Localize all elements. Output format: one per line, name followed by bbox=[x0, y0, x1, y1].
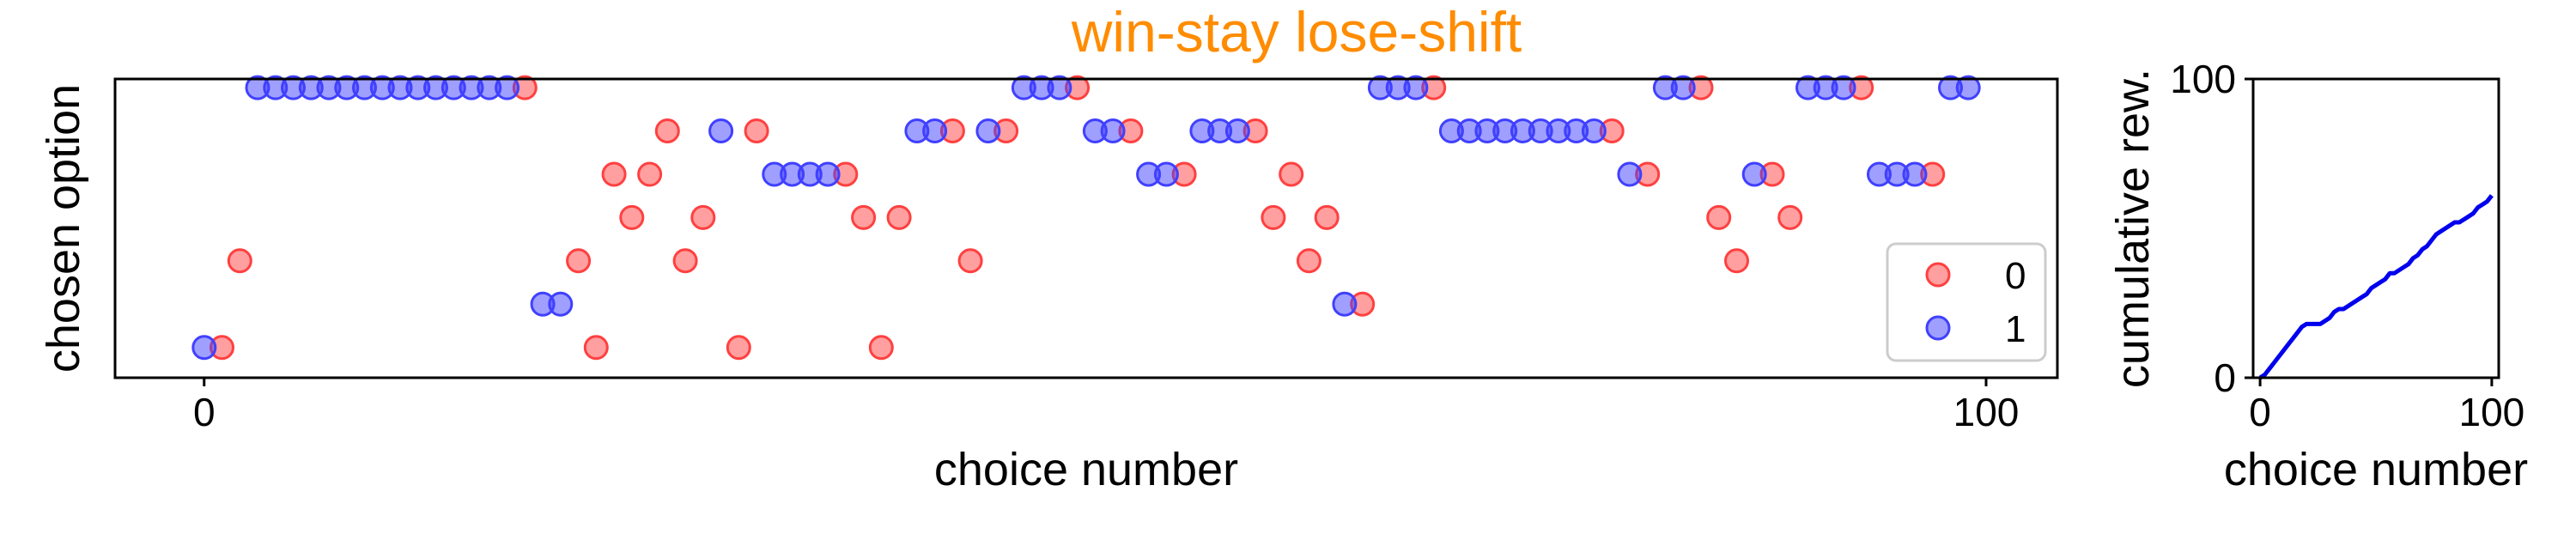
scatter-point-series-1 bbox=[1332, 291, 1358, 317]
scatter-point-series-1 bbox=[1741, 161, 1767, 187]
scatter-x-ticks: 0 100 bbox=[193, 378, 2019, 434]
scatter-panel: 0 100 choice number chosen option 0 1 bbox=[38, 75, 2059, 495]
scatter-point-series-1 bbox=[1403, 75, 1429, 100]
cumulative-y-axis-label: cumulative rew. bbox=[2107, 69, 2159, 388]
legend-marker-0 bbox=[1925, 262, 1951, 288]
scatter-marks bbox=[191, 75, 1981, 361]
scatter-point-series-0 bbox=[1279, 161, 1304, 187]
scatter-point-series-1 bbox=[1617, 161, 1643, 187]
scatter-point-series-0 bbox=[1777, 204, 1803, 230]
scatter-point-series-1 bbox=[815, 161, 841, 187]
legend-label-0: 0 bbox=[2005, 255, 2026, 297]
scatter-point-series-1 bbox=[1153, 161, 1179, 187]
scatter-point-series-0 bbox=[1706, 204, 1732, 230]
cumulative-x-tick-label: 100 bbox=[2459, 390, 2525, 434]
scatter-point-series-1 bbox=[1831, 75, 1856, 100]
scatter-x-axis-label: choice number bbox=[934, 444, 1238, 495]
cumulative-y-ticks: 0 100 bbox=[2170, 57, 2253, 400]
cumulative-y-tick-label: 100 bbox=[2170, 57, 2236, 101]
cumulative-x-tick-label: 0 bbox=[2249, 390, 2271, 434]
scatter-plot-frame bbox=[113, 77, 2059, 379]
legend-marker-1 bbox=[1925, 315, 1951, 341]
scatter-point-series-0 bbox=[672, 248, 698, 274]
scatter-point-series-0 bbox=[619, 204, 645, 230]
scatter-point-series-0 bbox=[1296, 248, 1321, 274]
scatter-point-series-0 bbox=[957, 248, 983, 274]
scatter-point-series-0 bbox=[601, 161, 627, 187]
scatter-y-axis-label: chosen option bbox=[38, 84, 89, 373]
scatter-point-series-1 bbox=[1100, 118, 1126, 143]
scatter-point-series-0 bbox=[690, 204, 716, 230]
scatter-point-series-0 bbox=[1314, 204, 1340, 230]
figure-title: win-stay lose-shift bbox=[1071, 0, 1522, 64]
cumulative-reward-line bbox=[2258, 194, 2494, 380]
scatter-point-series-1 bbox=[708, 118, 734, 143]
scatter-point-series-1 bbox=[1224, 118, 1250, 143]
scatter-point-series-0 bbox=[726, 335, 751, 361]
scatter-point-series-0 bbox=[1261, 204, 1286, 230]
scatter-point-series-0 bbox=[566, 248, 592, 274]
scatter-x-tick-label: 0 bbox=[193, 390, 216, 434]
scatter-point-series-1 bbox=[548, 291, 574, 317]
scatter-point-series-1 bbox=[1047, 75, 1072, 100]
cumulative-panel: 0 100 0 100 choice number cumulative rew. bbox=[2107, 57, 2528, 495]
scatter-point-series-0 bbox=[583, 335, 609, 361]
scatter-point-series-1 bbox=[1902, 161, 1928, 187]
cumulative-x-ticks: 0 100 bbox=[2249, 378, 2524, 434]
cumulative-y-tick-label: 0 bbox=[2214, 355, 2236, 400]
scatter-point-series-0 bbox=[1724, 248, 1749, 274]
legend-label-1: 1 bbox=[2005, 308, 2026, 350]
scatter-point-series-1 bbox=[1955, 75, 1981, 100]
scatter-point-series-0 bbox=[744, 118, 769, 143]
cumulative-marks bbox=[2258, 194, 2494, 380]
cumulative-x-axis-label: choice number bbox=[2224, 444, 2528, 495]
scatter-point-series-0 bbox=[227, 248, 252, 274]
scatter-x-tick-label: 100 bbox=[1953, 390, 2020, 434]
scatter-point-series-1 bbox=[975, 118, 1001, 143]
scatter-point-series-1 bbox=[1670, 75, 1696, 100]
scatter-point-series-1 bbox=[191, 335, 217, 361]
scatter-point-series-0 bbox=[886, 204, 912, 230]
scatter-point-series-1 bbox=[495, 75, 520, 100]
scatter-point-series-0 bbox=[868, 335, 894, 361]
cumulative-plot-frame bbox=[2251, 77, 2500, 379]
scatter-point-series-1 bbox=[1581, 118, 1607, 143]
scatter-point-series-0 bbox=[637, 161, 663, 187]
legend: 0 1 bbox=[1886, 242, 2047, 362]
scatter-point-series-0 bbox=[851, 204, 877, 230]
scatter-point-series-1 bbox=[922, 118, 948, 143]
scatter-point-series-0 bbox=[654, 118, 680, 143]
